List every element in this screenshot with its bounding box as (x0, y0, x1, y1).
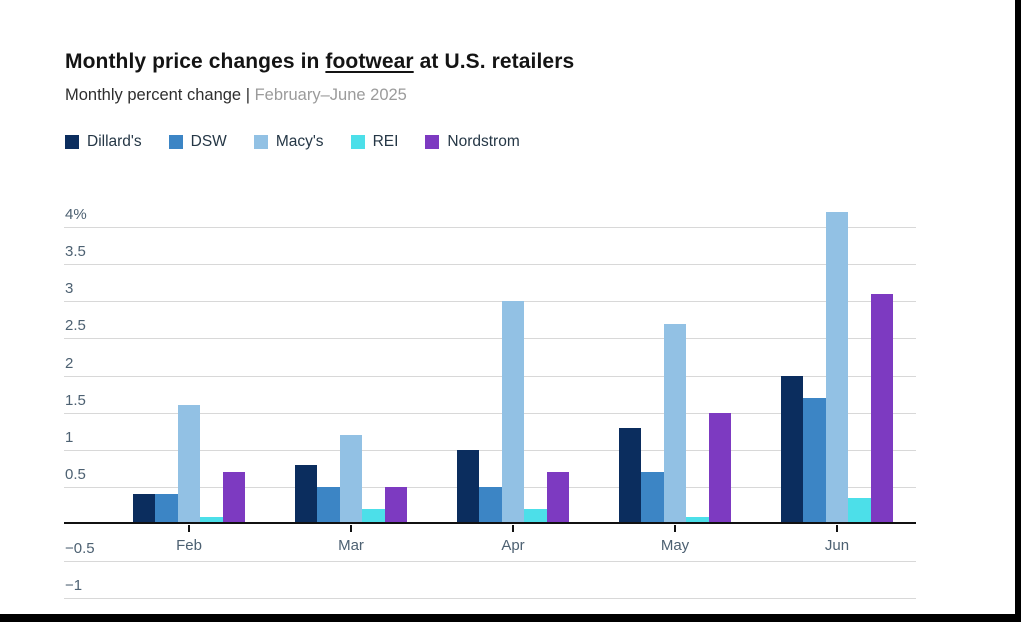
bar-apr-macy-s (501, 301, 525, 524)
y-axis-label: 2.5 (65, 317, 86, 335)
x-axis-label-apr: Apr (501, 537, 525, 554)
legend-label: REI (372, 133, 399, 150)
gridline-y-3m5 (64, 264, 916, 266)
bar-may-dillard-s (618, 427, 642, 524)
legend-item-nordstrom: Nordstrom (425, 133, 520, 151)
bar-jun-rei (848, 498, 871, 524)
gridline-y-1 (64, 449, 916, 451)
bar-mar-dillard-s (294, 464, 318, 524)
bar-feb-dillard-s (132, 494, 156, 524)
gridline-y-4 (64, 227, 916, 228)
y-axis-label: 1 (65, 428, 74, 446)
legend-item-dillard-s: Dillard's (65, 133, 142, 151)
bar-group-apr (456, 0, 570, 524)
x-axis-label-jun: Jun (824, 537, 850, 554)
legend-item-macy-s: Macy's (253, 133, 324, 151)
x-axis-line (64, 522, 916, 524)
bar-apr-dillard-s (456, 449, 480, 524)
legend: Dillard's DSW Macy's REI Nordstrom (65, 133, 520, 151)
x-axis-tick-apr (512, 525, 514, 532)
bar-feb-rei (200, 516, 223, 524)
chart-subtitle-dark: Monthly percent change | (65, 86, 255, 104)
y-axis-label: 4% (65, 206, 87, 223)
legend-item-dsw: DSW (168, 133, 227, 151)
x-axis-label-mar: Mar (338, 537, 364, 554)
legend-item-rei: REI (350, 133, 399, 151)
chart-subtitle-date-range: February–June 2025 (254, 86, 407, 104)
x-axis-label-feb: Feb (176, 537, 202, 554)
bar-apr-dsw (479, 486, 502, 524)
chart-subtitle: Monthly percent change | February–June 2… (65, 86, 407, 105)
chart-title-prefix: Monthly price changes in (65, 50, 326, 73)
gridline-y-2m5 (64, 338, 916, 340)
bar-may-macy-s (663, 323, 687, 524)
legend-label: Nordstrom (447, 133, 520, 150)
chart-title-underlined-word: footwear (325, 50, 414, 73)
bar-group-jun (780, 0, 894, 524)
legend-swatch-rei (350, 135, 365, 149)
x-axis-tick-may (674, 525, 676, 532)
bar-group-feb (132, 0, 246, 524)
plot-area: 4% 3.5 3 2.5 2 1.5 1 0.5 −0.5 −1 Feb Mar Apr May Jun (64, 0, 916, 614)
legend-swatch-nordstrom (425, 135, 440, 149)
bar-group-mar (294, 0, 408, 524)
bar-apr-rei (524, 509, 547, 524)
bar-may-nordstrom (708, 412, 732, 524)
y-axis-label: 3.5 (65, 243, 86, 261)
bar-group-may (618, 0, 732, 524)
chart-title-suffix: at U.S. retailers (413, 50, 575, 73)
legend-swatch-macy-s (253, 135, 268, 149)
y-axis-label: −0.5 (65, 540, 95, 558)
bar-mar-dsw (317, 486, 340, 524)
legend-label: DSW (190, 133, 227, 150)
bar-mar-nordstrom (384, 486, 408, 524)
y-axis-label: 1.5 (65, 391, 86, 409)
gridline-y-m0-5 (64, 561, 916, 563)
legend-label: Dillard's (87, 133, 142, 150)
bar-may-rei (686, 516, 709, 524)
y-axis-label: −1 (65, 577, 83, 595)
chart-title: Monthly price changes in footwear at U.S… (65, 50, 574, 74)
bar-apr-nordstrom (546, 472, 570, 524)
legend-swatch-dsw (168, 135, 183, 149)
bar-feb-nordstrom (222, 472, 246, 524)
bar-jun-macy-s (825, 212, 849, 524)
gridline-y-2 (64, 375, 916, 377)
gridline-y-3 (64, 301, 916, 303)
x-axis-tick-jun (836, 525, 838, 532)
bar-jun-nordstrom (870, 293, 894, 524)
bar-feb-dsw (155, 494, 178, 524)
y-axis-label: 2 (65, 354, 74, 372)
x-axis-tick-feb (188, 525, 190, 532)
bar-feb-macy-s (177, 405, 201, 524)
bar-jun-dsw (803, 397, 826, 524)
legend-swatch-dillard-s (65, 135, 79, 149)
x-axis-tick-mar (350, 525, 352, 532)
bar-mar-macy-s (339, 434, 363, 524)
legend-label: Macy's (275, 133, 324, 150)
y-axis-label: 3 (65, 280, 74, 298)
bar-may-dsw (641, 472, 664, 524)
bar-mar-rei (362, 509, 385, 524)
gridline-y-m1 (64, 598, 916, 600)
bar-jun-dillard-s (780, 375, 804, 524)
y-axis-label: 0.5 (65, 465, 86, 483)
x-axis-label-may: May (660, 537, 690, 554)
gridline-y-1m5 (64, 412, 916, 414)
